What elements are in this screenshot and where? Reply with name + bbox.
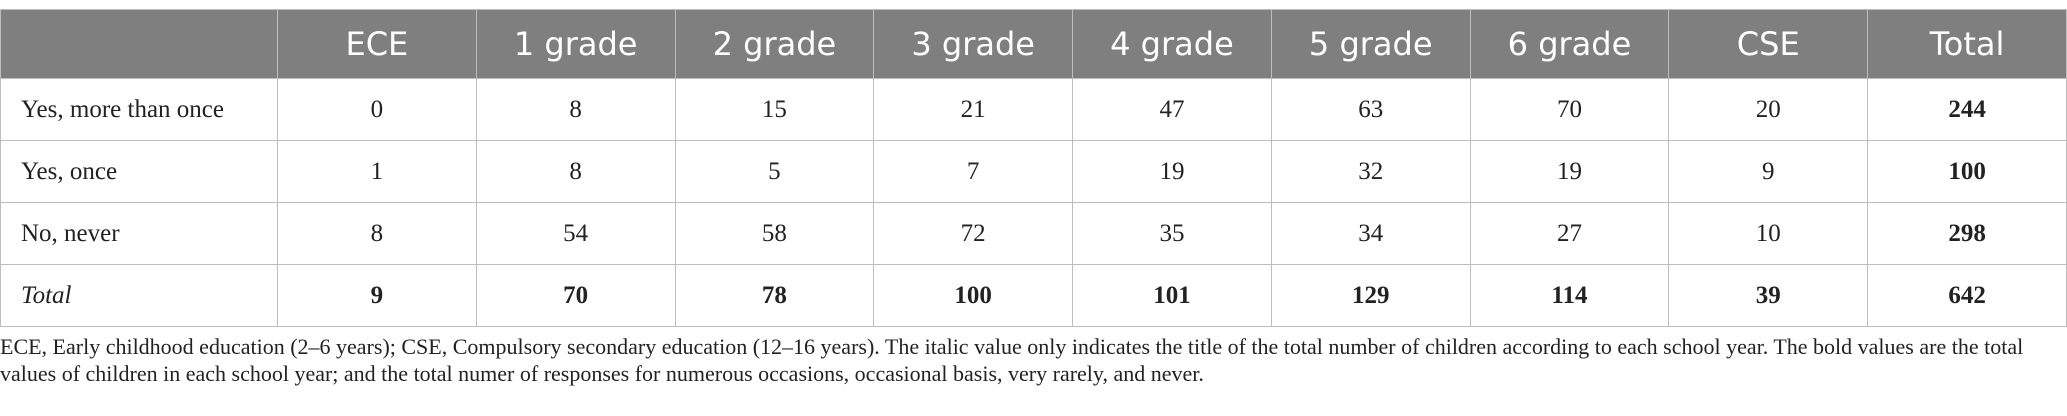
cell: 63 (1270, 78, 1471, 141)
cell: 8 (475, 140, 676, 203)
cell: 100 (873, 264, 1074, 327)
cell: 9 (277, 264, 477, 327)
header-cell: 4 grade (1072, 9, 1272, 79)
cell: 19 (1469, 140, 1670, 203)
cell: 129 (1270, 264, 1471, 327)
cell: 58 (674, 202, 875, 265)
header-cell: CSE (1668, 9, 1869, 79)
cell: 70 (1469, 78, 1670, 141)
row-label: Total (0, 264, 278, 327)
cell: 9 (1668, 140, 1869, 203)
cell: 114 (1469, 264, 1670, 327)
cell: 298 (1867, 202, 2067, 265)
table-container: ECE 1 grade 2 grade 3 grade 4 grade 5 grade 6 … (0, 9, 2067, 327)
cell: 70 (475, 264, 676, 327)
cell: 5 (674, 140, 875, 203)
cell: 72 (873, 202, 1074, 265)
header-cell: 2 grade (674, 9, 875, 79)
cell: 244 (1867, 78, 2067, 141)
cell: 21 (873, 78, 1074, 141)
cell: 8 (475, 78, 676, 141)
cell: 1 (277, 140, 477, 203)
table-row: Yes, once 1 8 5 7 19 32 19 9 100 (0, 140, 2067, 203)
header-cell: 6 grade (1469, 9, 1670, 79)
row-label: No, never (0, 202, 278, 265)
cell: 7 (873, 140, 1074, 203)
cell: 27 (1469, 202, 1670, 265)
cell: 20 (1668, 78, 1869, 141)
table-row: Yes, more than once 0 8 15 21 47 63 70 20 244 (0, 78, 2067, 141)
header-row: ECE 1 grade 2 grade 3 grade 4 grade 5 grade 6 … (0, 9, 2067, 79)
footnote: ECE, Early childhood education (2–6 year… (0, 334, 2024, 386)
row-label: Yes, once (0, 140, 278, 203)
cell: 642 (1867, 264, 2067, 327)
cell: 100 (1867, 140, 2067, 203)
cell: 78 (674, 264, 875, 327)
row-label: Yes, more than once (0, 78, 278, 141)
cell: 54 (475, 202, 676, 265)
cell: 34 (1270, 202, 1471, 265)
cell: 10 (1668, 202, 1869, 265)
header-cell: 5 grade (1270, 9, 1471, 79)
data-table: ECE 1 grade 2 grade 3 grade 4 grade 5 grade 6 … (0, 9, 2067, 327)
cell: 39 (1668, 264, 1869, 327)
cell: 101 (1072, 264, 1272, 327)
cell: 19 (1072, 140, 1272, 203)
cell: 35 (1072, 202, 1272, 265)
table-row: No, never 8 54 58 72 35 34 27 10 298 (0, 202, 2067, 265)
cell: 8 (277, 202, 477, 265)
cell: 15 (674, 78, 875, 141)
cell: 0 (277, 78, 477, 141)
header-cell (0, 9, 278, 79)
cell: 32 (1270, 140, 1471, 203)
cell: 47 (1072, 78, 1272, 141)
table-row: Total 9 70 78 100 101 129 114 39 642 (0, 264, 2067, 327)
header-cell: Total (1867, 9, 2067, 79)
header-cell: 3 grade (873, 9, 1074, 79)
header-cell: 1 grade (475, 9, 676, 79)
header-cell: ECE (277, 9, 477, 79)
